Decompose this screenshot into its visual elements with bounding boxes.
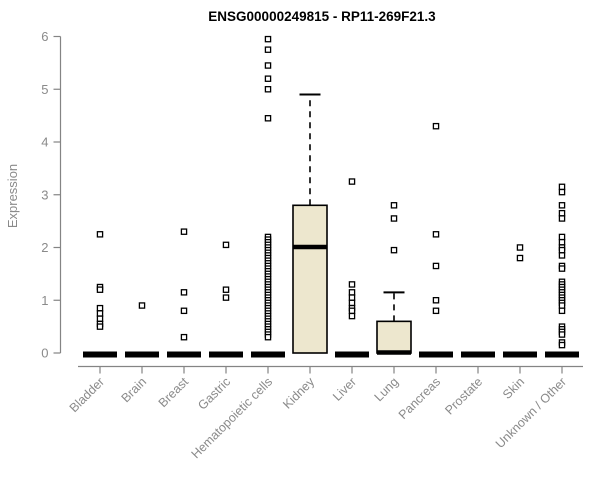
y-tick-label: 5 — [41, 82, 48, 97]
x-tick-label-unknown-other: Unknown / Other — [493, 375, 569, 451]
outlier-point — [432, 296, 440, 304]
x-tick-label-breast: Breast — [156, 374, 192, 410]
x-tick-label-gastric: Gastric — [195, 375, 233, 413]
outlier-point — [222, 286, 230, 293]
outlier-point — [558, 215, 566, 222]
x-tick-label-liver: Liver — [330, 375, 359, 404]
outlier-point — [432, 262, 440, 270]
y-tick-label: 2 — [41, 240, 48, 255]
outlier-point — [180, 333, 188, 341]
outlier-point — [390, 215, 398, 222]
outlier-point — [96, 304, 104, 312]
outlier-point — [348, 299, 356, 307]
outlier-point — [96, 310, 104, 317]
outlier-point — [180, 228, 188, 235]
y-tick-label: 3 — [41, 187, 48, 202]
outlier-point — [558, 209, 566, 217]
outlier-point — [264, 35, 272, 43]
outlier-point — [558, 183, 566, 191]
outlier-point — [348, 307, 356, 315]
outlier-point — [222, 294, 230, 301]
box-kidney — [292, 204, 328, 354]
outlier-point — [432, 231, 440, 238]
outlier-point — [348, 178, 356, 185]
outlier-point — [558, 265, 566, 272]
outlier-point — [516, 244, 524, 251]
outlier-point — [558, 252, 566, 259]
outlier-point — [516, 254, 524, 262]
outlier-point — [558, 341, 566, 349]
x-tick-label-kidney: Kidney — [280, 374, 317, 411]
outlier-point — [138, 302, 146, 309]
outlier-point — [222, 241, 230, 249]
outlier-point — [348, 281, 356, 288]
y-axis-label: Expression — [5, 164, 20, 228]
x-tick-label-bladder: Bladder — [67, 375, 107, 415]
outlier-point — [264, 115, 272, 122]
plot-area: 0 1 2 3 4 5 6 Bladder Brain Breast GastricHematopo… — [41, 29, 583, 461]
outlier-point — [96, 323, 104, 330]
y-tick-label: 6 — [41, 29, 48, 44]
outlier-point — [264, 86, 272, 93]
y-tick-label: 1 — [41, 293, 48, 308]
x-tick-label-skin: Skin — [500, 375, 527, 402]
outlier-point — [96, 286, 104, 293]
y-tick-label: 4 — [41, 135, 48, 150]
box-lung — [376, 320, 412, 354]
outlier-point — [348, 312, 356, 320]
outlier-point — [390, 202, 398, 209]
outlier-point — [432, 122, 440, 130]
y-tick-label: 0 — [41, 346, 48, 361]
outlier-point — [558, 307, 566, 315]
outlier-point — [96, 315, 104, 322]
outlier-point — [558, 233, 566, 241]
outlier-point — [180, 307, 188, 315]
x-tick-label-hematopoietic-cells: Hematopoietic cells — [189, 375, 276, 462]
outlier-point — [390, 246, 398, 254]
outlier-point — [432, 307, 440, 315]
outlier-point — [558, 238, 566, 246]
outlier-point — [264, 333, 272, 341]
outlier-point — [264, 46, 272, 53]
outlier-point — [96, 231, 104, 238]
outlier-point — [264, 62, 272, 69]
outlier-point — [558, 331, 566, 338]
outlier-point — [180, 289, 188, 296]
outlier-point — [558, 188, 566, 196]
chart-title: ENSG00000249815 - RP11-269F21.3 — [208, 9, 436, 24]
outlier-point — [558, 246, 566, 254]
x-tick-label-prostate: Prostate — [442, 375, 485, 418]
outlier-point — [348, 289, 356, 296]
x-tick-label-lung: Lung — [372, 375, 402, 405]
outlier-point — [558, 302, 566, 309]
outlier-point — [348, 294, 356, 301]
x-tick-label-brain: Brain — [119, 375, 150, 406]
outlier-point — [558, 202, 566, 209]
outlier-point — [264, 75, 272, 82]
x-tick-label-pancreas: Pancreas — [396, 375, 443, 422]
